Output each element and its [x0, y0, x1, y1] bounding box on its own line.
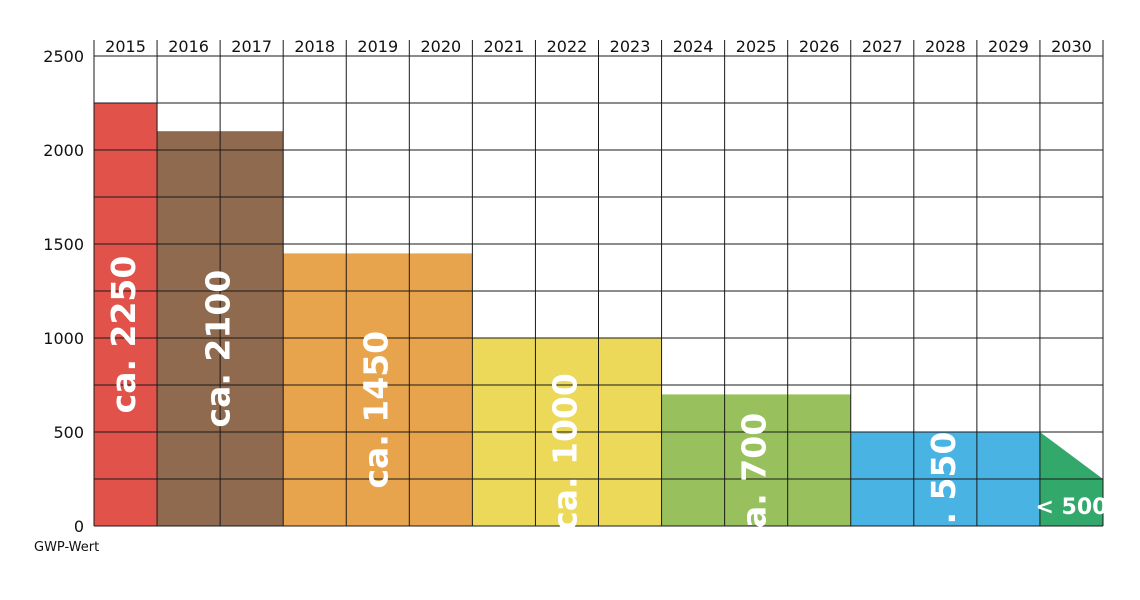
x-tick-label: 2019 — [357, 37, 398, 56]
x-tick-label: 2022 — [547, 37, 588, 56]
bar-segment-2 — [283, 253, 473, 526]
segment-label-4: ca. 700 — [735, 413, 774, 548]
x-tick-label: 2020 — [420, 37, 461, 56]
bar-segment-0 — [94, 103, 158, 526]
x-tick-label: 2030 — [1051, 37, 1092, 56]
x-tick-label: 2024 — [673, 37, 714, 56]
x-tick-label: 2029 — [988, 37, 1029, 56]
axes-layer: 0 500 1000 1500 2000 2500 2015 2016 2017 2018 2019… — [43, 37, 1092, 536]
segment-label-5: ca. 550 — [924, 432, 963, 567]
y-tick-label: 1000 — [43, 329, 84, 348]
bar-segment-4 — [661, 394, 851, 526]
segment-label-2: ca. 1450 — [356, 331, 395, 489]
x-tick-label: 2017 — [231, 37, 272, 56]
y-tick-label: 0 — [74, 517, 84, 536]
x-tick-label: 2028 — [925, 37, 966, 56]
x-tick-label: 2025 — [736, 37, 777, 56]
y-axis-label: GWP-Wert — [34, 540, 99, 555]
x-tick-label: 2015 — [105, 37, 146, 56]
segment-label-6: < 500 — [1035, 495, 1107, 520]
x-tick-label: 2016 — [168, 37, 209, 56]
y-tick-label: 2000 — [43, 141, 84, 160]
y-tick-label: 500 — [53, 423, 84, 442]
y-tick-label: 2500 — [43, 47, 84, 66]
x-tick-label: 2018 — [294, 37, 335, 56]
segment-labels-layer: ca. 2250 ca. 2100 ca. 1450 ca. 1000 ca. 700 c… — [104, 256, 1107, 567]
y-tick-label: 1500 — [43, 235, 84, 254]
segment-label-1: ca. 2100 — [199, 270, 238, 428]
x-tick-label: 2027 — [862, 37, 903, 56]
grid-layer — [93, 40, 1104, 527]
segment-label-0: ca. 2250 — [104, 256, 143, 414]
segment-label-3: ca. 1000 — [545, 373, 584, 531]
x-tick-label: 2021 — [484, 37, 525, 56]
x-tick-label: 2026 — [799, 37, 840, 56]
x-tick-label: 2023 — [610, 37, 651, 56]
